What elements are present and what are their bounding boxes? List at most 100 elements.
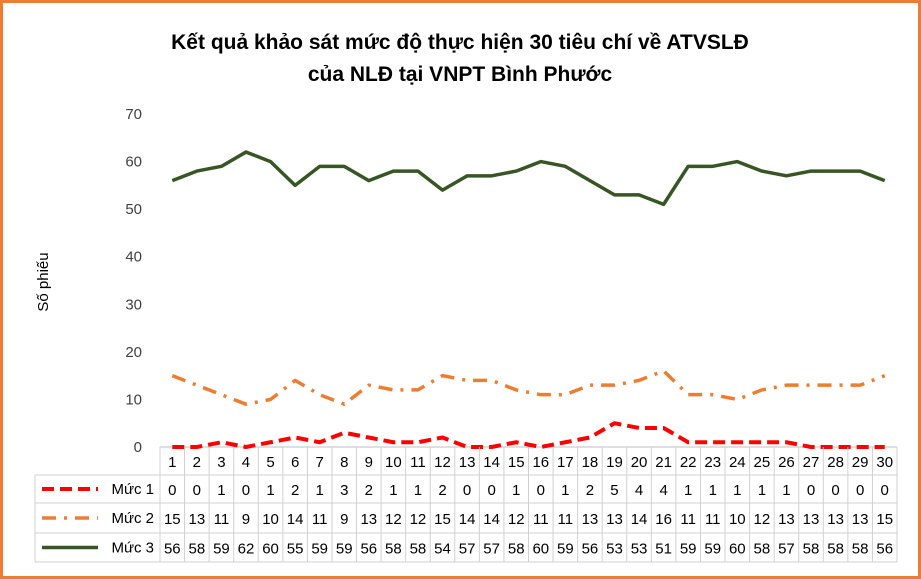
- x-category-label: 13: [459, 454, 476, 471]
- data-table-cell: 60: [262, 541, 279, 558]
- data-table-cell: 58: [385, 541, 402, 558]
- data-table-cell: 57: [778, 541, 795, 558]
- data-table-cell: 2: [586, 482, 594, 499]
- x-category-label: 7: [316, 454, 324, 471]
- data-table-cell: 58: [852, 541, 869, 558]
- data-table-cell: 13: [582, 511, 599, 528]
- data-table-cell: 54: [434, 541, 451, 558]
- data-table-cell: 16: [655, 511, 672, 528]
- x-category-label: 16: [532, 454, 549, 471]
- y-axis-label: Số phiếu: [35, 252, 52, 311]
- data-table-cell: 1: [266, 482, 274, 499]
- data-table-cell: 59: [311, 541, 328, 558]
- data-table-cell: 2: [438, 482, 446, 499]
- data-table-cell: 57: [483, 541, 500, 558]
- x-category-label: 12: [434, 454, 451, 471]
- data-table-cell: 11: [705, 511, 721, 528]
- data-table-cell: 13: [360, 511, 377, 528]
- y-tick-label: 10: [125, 391, 142, 408]
- legend-label: Mức 1: [111, 481, 154, 498]
- data-table-cell: 14: [287, 511, 304, 528]
- data-table-cell: 53: [631, 541, 648, 558]
- x-category-label: 30: [876, 454, 893, 471]
- data-table-cell: 60: [532, 541, 549, 558]
- x-category-label: 4: [242, 454, 250, 471]
- data-table-cell: 59: [557, 541, 574, 558]
- data-table-cell: 13: [852, 511, 869, 528]
- data-table-cell: 5: [610, 482, 618, 499]
- series-line-1: [172, 421, 885, 449]
- data-table-cell: 1: [733, 482, 741, 499]
- data-table-cell: 14: [631, 511, 648, 528]
- x-category-label: 9: [365, 454, 373, 471]
- data-table-cell: 1: [758, 482, 766, 499]
- data-table-cell: 59: [680, 541, 697, 558]
- x-category-label: 25: [754, 454, 771, 471]
- x-category-label: 20: [631, 454, 648, 471]
- y-tick-label: 60: [125, 154, 142, 171]
- data-table-cell: 51: [655, 541, 672, 558]
- x-category-label: 27: [803, 454, 820, 471]
- data-table-cell: 13: [606, 511, 623, 528]
- data-table-cell: 11: [680, 511, 696, 528]
- data-table-cell: 2: [365, 482, 373, 499]
- data-table-cell: 0: [193, 482, 201, 499]
- data-table-cell: 12: [754, 511, 771, 528]
- data-table-cell: 1: [512, 482, 520, 499]
- data-table-cell: 58: [754, 541, 771, 558]
- data-table-cell: 59: [336, 541, 353, 558]
- data-table-cell: 0: [831, 482, 839, 499]
- series-line-2: [171, 369, 886, 406]
- data-table-cell: 58: [189, 541, 206, 558]
- x-category-label: 29: [852, 454, 869, 471]
- data-table-cell: 56: [876, 541, 893, 558]
- x-category-label: 26: [778, 454, 795, 471]
- data-table-cell: 12: [385, 511, 402, 528]
- data-table-cell: 12: [508, 511, 525, 528]
- y-tick-label: 50: [125, 201, 142, 218]
- data-table-cell: 2: [291, 482, 299, 499]
- data-table-cell: 1: [217, 482, 225, 499]
- data-table-cell: 1: [709, 482, 717, 499]
- x-category-label: 1: [168, 454, 176, 471]
- data-table-cell: 58: [410, 541, 427, 558]
- data-table-cell: 15: [164, 511, 181, 528]
- data-table-cell: 56: [582, 541, 599, 558]
- x-category-label: 23: [704, 454, 721, 471]
- y-tick-label: 30: [125, 296, 142, 313]
- data-table-cell: 0: [537, 482, 545, 499]
- x-category-label: 19: [606, 454, 623, 471]
- data-table-cell: 0: [242, 482, 250, 499]
- x-category-label: 17: [557, 454, 574, 471]
- data-table-cell: 14: [459, 511, 476, 528]
- x-category-label: 3: [217, 454, 225, 471]
- y-tick-label: 20: [125, 344, 142, 361]
- x-category-label: 5: [266, 454, 274, 471]
- data-table-cell: 11: [214, 511, 230, 528]
- data-table-cell: 0: [487, 482, 495, 499]
- data-table-cell: 13: [778, 511, 795, 528]
- data-table-cell: 15: [876, 511, 893, 528]
- data-table-cell: 10: [729, 511, 746, 528]
- data-table-cell: 62: [238, 541, 255, 558]
- x-category-label: 8: [340, 454, 348, 471]
- data-table-cell: 15: [434, 511, 451, 528]
- data-table-cell: 1: [561, 482, 569, 499]
- y-tick-label: 0: [134, 439, 142, 456]
- x-category-label: 11: [410, 454, 426, 471]
- x-category-label: 14: [483, 454, 500, 471]
- data-table-cell: 4: [635, 482, 643, 499]
- data-table-cell: 0: [881, 482, 889, 499]
- data-table-cell: 0: [807, 482, 815, 499]
- x-category-label: 10: [385, 454, 402, 471]
- data-table-cell: 0: [463, 482, 471, 499]
- data-table-cell: 58: [827, 541, 844, 558]
- data-table-cell: 1: [389, 482, 397, 499]
- x-category-label: 21: [655, 454, 672, 471]
- data-table-cell: 4: [659, 482, 667, 499]
- data-table-cell: 14: [483, 511, 500, 528]
- data-table-cell: 56: [164, 541, 181, 558]
- data-table-cell: 53: [606, 541, 623, 558]
